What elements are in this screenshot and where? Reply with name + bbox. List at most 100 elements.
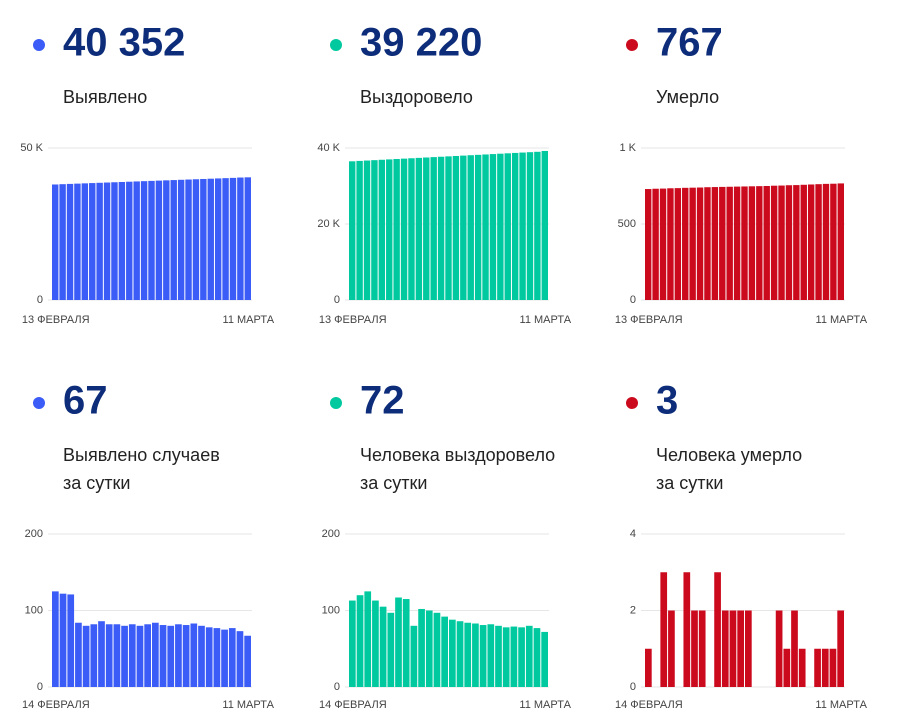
bar: [711, 187, 719, 300]
bar: [691, 610, 698, 687]
bar: [783, 648, 791, 687]
bar: [103, 182, 111, 300]
bar: [192, 179, 200, 300]
bar: [98, 621, 105, 687]
headline: 767: [656, 21, 723, 65]
y-tick-label: 0: [630, 681, 636, 693]
bar: [467, 155, 474, 300]
bar: [763, 186, 770, 300]
x-tick-label: 14 ФЕВРАЛЯ: [319, 699, 387, 711]
legend-dot: [626, 39, 638, 51]
bar: [144, 624, 151, 687]
bar: [408, 158, 415, 300]
bar: [474, 154, 482, 300]
bar: [177, 179, 185, 300]
bar: [356, 160, 363, 300]
bar: [170, 180, 177, 300]
bar: [756, 186, 763, 300]
bar: [167, 625, 175, 687]
bar: [175, 624, 182, 687]
bar: [148, 180, 155, 300]
y-tick-label: 100: [322, 604, 340, 616]
bar: [775, 610, 783, 687]
bar: [379, 606, 387, 687]
y-tick-label: 100: [25, 604, 43, 616]
bar: [221, 629, 228, 687]
bar: [645, 648, 652, 687]
bar: [479, 625, 487, 687]
x-tick-label: 11 МАРТА: [519, 699, 571, 711]
y-tick-label: 20 K: [317, 218, 340, 230]
stat-label: за сутки: [656, 473, 723, 493]
bar: [371, 160, 378, 300]
bar: [456, 621, 464, 687]
bar: [525, 625, 533, 687]
bar: [423, 157, 430, 300]
bar: [52, 184, 59, 300]
bar: [387, 612, 395, 687]
bar: [668, 610, 675, 687]
bar: [74, 183, 81, 300]
bar: [140, 181, 148, 300]
bar: [837, 610, 844, 687]
bar: [733, 186, 741, 300]
bar: [821, 648, 829, 687]
bar: [378, 159, 386, 300]
bar: [793, 185, 800, 300]
bar: [674, 188, 682, 300]
bar: [237, 177, 244, 300]
bar: [464, 622, 472, 687]
legend-dot: [626, 397, 638, 409]
bar: [482, 154, 489, 300]
bar: [660, 572, 668, 687]
bar: [59, 184, 66, 300]
legend-dot: [330, 39, 342, 51]
bar: [393, 159, 400, 300]
x-tick-label: 11 МАРТА: [816, 314, 868, 326]
bar: [745, 610, 752, 687]
bar: [207, 178, 214, 300]
bar: [244, 635, 251, 687]
bar: [228, 628, 236, 687]
bar: [719, 186, 726, 300]
stat-label: Выявлено: [63, 87, 147, 107]
bar: [111, 182, 118, 300]
bar: [349, 161, 356, 300]
y-tick-label: 200: [25, 528, 43, 540]
y-tick-label: 40 K: [317, 142, 340, 154]
bar: [526, 152, 534, 300]
bar: [59, 593, 67, 687]
bar: [785, 185, 793, 300]
bar: [126, 181, 133, 300]
bar: [121, 625, 128, 687]
bar: [452, 155, 460, 300]
bar: [504, 153, 511, 300]
bar: [430, 157, 437, 300]
y-tick-label: 200: [322, 528, 340, 540]
bar: [829, 648, 837, 687]
bar: [200, 178, 207, 300]
bar: [105, 624, 113, 687]
bar: [163, 180, 170, 300]
x-tick-label: 11 МАРТА: [222, 699, 274, 711]
bar: [449, 619, 456, 687]
bar: [495, 625, 502, 687]
bar: [815, 184, 822, 300]
bar: [433, 612, 441, 687]
bar: [748, 186, 756, 300]
y-tick-label: 0: [334, 294, 340, 306]
bar: [489, 154, 497, 300]
stat-label: Выявлено случаев: [63, 445, 220, 465]
x-tick-label: 14 ФЕВРАЛЯ: [22, 699, 90, 711]
bar: [502, 627, 510, 687]
bar: [778, 185, 785, 300]
bar: [400, 158, 408, 300]
bar: [441, 616, 448, 687]
bar: [155, 180, 163, 300]
bar: [118, 181, 126, 300]
bar: [82, 625, 90, 687]
bar: [402, 599, 410, 687]
bar: [222, 178, 229, 300]
bar: [534, 151, 541, 300]
bar: [133, 181, 140, 300]
